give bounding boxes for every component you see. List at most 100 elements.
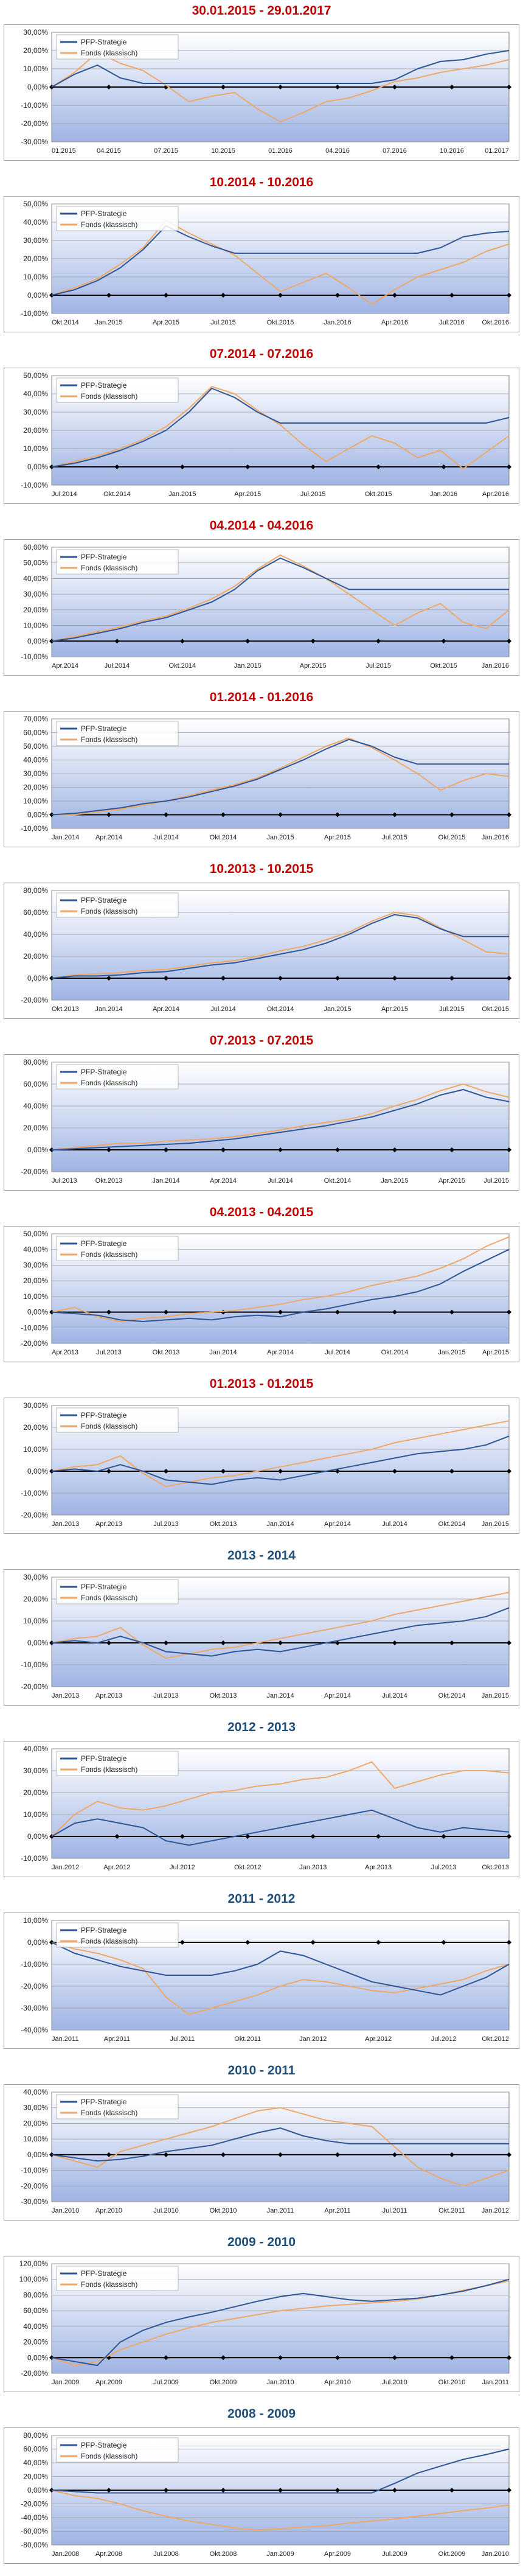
- y-tick-label: 50,00%: [23, 200, 48, 208]
- y-tick-label: 0,00%: [27, 2486, 48, 2494]
- x-tick-label: Jan.2015: [266, 834, 294, 841]
- zero-line-marker: [114, 1834, 120, 1839]
- x-tick-label: Apr.2014: [95, 834, 122, 841]
- legend-box: [56, 377, 179, 403]
- x-tick-label: Jul.2014: [52, 491, 77, 498]
- y-tick-label: -20,00%: [21, 2369, 48, 2378]
- zero-line-marker: [49, 2152, 54, 2157]
- zero-line-marker: [106, 2488, 111, 2493]
- legend-label: PFP-Strategie: [81, 381, 127, 390]
- x-tick-label: Jul.2015: [382, 834, 407, 841]
- x-tick-label: Apr.2016: [482, 491, 509, 498]
- x-tick-label: Jan.2016: [324, 319, 351, 326]
- zero-line-marker: [335, 2488, 340, 2493]
- legend: PFP-Strategie Fonds (klassisch): [56, 1751, 179, 1776]
- legend-label: PFP-Strategie: [81, 1411, 127, 1419]
- x-tick-label: Apr.2015: [324, 834, 351, 841]
- y-tick-label: -10,00%: [21, 101, 48, 110]
- zero-line-marker: [221, 2152, 226, 2157]
- chart-box: 10,00% 0,00% -10,00% -20,00% -30,00% -40,00% J…: [4, 1913, 519, 2049]
- y-tick-label: 0,00%: [27, 1308, 48, 1317]
- zero-line-marker: [278, 1147, 283, 1152]
- y-tick-label: 60,00%: [23, 729, 48, 737]
- series-line-strategy: [51, 738, 509, 816]
- zero-line-marker: [376, 639, 381, 644]
- y-tick-label: 10,00%: [23, 1617, 48, 1625]
- x-tick-label: Jan.2014: [266, 1692, 294, 1699]
- legend-label: Fonds (klassisch): [81, 49, 137, 57]
- zero-line-marker: [392, 812, 397, 817]
- y-tick-label: -20,00%: [21, 1982, 48, 1990]
- series-line-fund: [51, 220, 510, 305]
- zero-line-marker: [335, 812, 340, 817]
- x-tick-label: Jan.2012: [299, 2035, 327, 2043]
- zero-line-marker: [507, 1147, 511, 1152]
- legend-label: Fonds (klassisch): [81, 220, 137, 229]
- legend-label: Fonds (klassisch): [81, 1765, 137, 1774]
- legend-label: PFP-Strategie: [81, 1754, 127, 1763]
- x-tick-label: Apr.2013: [95, 1521, 122, 1528]
- x-tick-label: Jul.2014: [268, 1177, 293, 1185]
- chart-box: 40,00% 30,00% 20,00% 10,00% 0,00% -10,00% -20,…: [4, 2084, 519, 2221]
- zero-line-marker: [106, 2152, 111, 2157]
- zero-line-marker: [376, 464, 381, 469]
- zero-line-marker: [507, 1834, 511, 1839]
- zero-line-marker: [310, 464, 316, 469]
- x-tick-label: Jul.2011: [170, 2035, 195, 2043]
- y-tick-label: 30,00%: [23, 1261, 48, 1269]
- legend-label: PFP-Strategie: [81, 896, 127, 905]
- chart-svg: 50,00% 40,00% 30,00% 20,00% 10,00% 0,00% -10,0…: [21, 200, 511, 326]
- y-tick-label: -10,00%: [21, 309, 48, 318]
- x-tick-label: Jan.2014: [52, 834, 79, 841]
- x-tick-label: Jul.2012: [170, 1864, 195, 1871]
- x-tick-label: Jan.2010: [266, 2379, 294, 2386]
- zero-line-marker: [441, 1940, 446, 1945]
- legend-box: [56, 206, 179, 231]
- y-tick-label: 50,00%: [23, 742, 48, 751]
- x-tick-label: Okt.2011: [438, 2207, 465, 2214]
- chart-svg: 60,00% 50,00% 40,00% 30,00% 20,00% 10,00% 0,00…: [21, 543, 511, 670]
- x-tick-label: 10.2016: [440, 147, 464, 155]
- x-tick-label: Apr.2015: [234, 491, 261, 498]
- legend-box: [56, 1236, 179, 1261]
- y-tick-label: -20,00%: [21, 2500, 48, 2508]
- y-tick-label: 40,00%: [23, 1102, 48, 1110]
- chart-title: 2008 - 2009: [227, 2407, 296, 2421]
- x-tick-label: Jan.2015: [438, 1349, 465, 1356]
- zero-line-marker: [106, 976, 111, 981]
- zero-line-marker: [335, 1640, 340, 1645]
- series-line-strategy: [51, 1942, 510, 1996]
- x-tick-label: Apr.2011: [324, 2207, 350, 2214]
- y-tick-label: 10,00%: [23, 1445, 48, 1454]
- zero-line-marker: [507, 812, 511, 817]
- x-tick-label: Okt.2013: [482, 1864, 509, 1871]
- y-tick-label: -20,00%: [21, 1682, 48, 1691]
- y-tick-label: -20,00%: [21, 1511, 48, 1519]
- chart-svg: 40,00% 30,00% 20,00% 10,00% 0,00% -10,00% -20,…: [21, 2088, 511, 2214]
- y-tick-label: 50,00%: [23, 559, 48, 567]
- zero-line-marker: [507, 1940, 511, 1945]
- x-tick-label: Okt.2014: [438, 1521, 466, 1528]
- x-tick-label: Jan.2014: [95, 1006, 122, 1013]
- zero-line-marker: [179, 639, 185, 644]
- x-tick-label: 01.2015: [52, 147, 76, 155]
- y-tick-label: 10,00%: [23, 1916, 48, 1925]
- legend: PFP-Strategie Fonds (klassisch): [56, 892, 179, 918]
- chart-box: 30,00% 20,00% 10,00% 0,00% -10,00% -20,00% -30…: [4, 24, 519, 161]
- chart-title: 2010 - 2011: [227, 2063, 296, 2077]
- zero-line-marker: [221, 293, 226, 298]
- chart-title: 2011 - 2012: [227, 1892, 296, 1906]
- zero-line-marker: [376, 1940, 381, 1945]
- chart-box: 80,00% 60,00% 40,00% 20,00% 0,00% -20,00% -40,…: [4, 2427, 519, 2564]
- legend-label: Fonds (klassisch): [81, 2109, 137, 2117]
- y-tick-label: 0,00%: [27, 1467, 48, 1475]
- y-tick-label: 100,00%: [19, 2275, 49, 2284]
- chart-svg: 80,00% 60,00% 40,00% 20,00% 0,00% -20,00% Jul.…: [21, 1058, 511, 1185]
- x-tick-label: Jan.2012: [482, 2207, 509, 2214]
- x-tick-label: Apr.2015: [300, 662, 327, 670]
- zero-line-marker: [164, 2152, 168, 2157]
- x-tick-label: Jul.2014: [105, 662, 130, 670]
- x-tick-label: Jul.2011: [383, 2207, 407, 2214]
- legend: PFP-Strategie Fonds (klassisch): [56, 721, 179, 746]
